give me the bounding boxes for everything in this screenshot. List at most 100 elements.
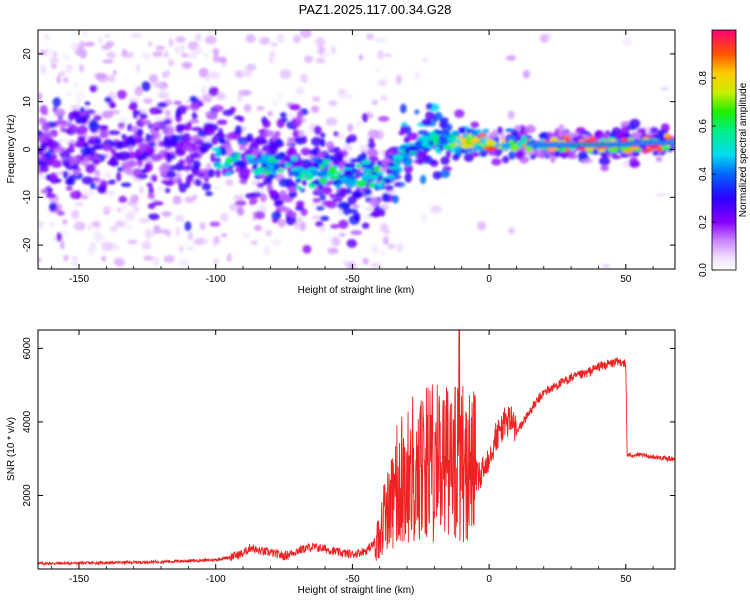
spectrogram-noise-cell bbox=[91, 220, 102, 228]
spectrogram-noise-cell bbox=[254, 224, 262, 232]
spectrogram-band-cell bbox=[45, 151, 52, 161]
spectrogram-noise-cell bbox=[216, 92, 226, 101]
spectrogram-band-cell bbox=[287, 137, 293, 146]
spectrogram-noise-cell bbox=[164, 109, 171, 117]
spectrogram-noise-cell bbox=[365, 206, 374, 212]
spectrogram-noise-cell bbox=[233, 194, 245, 200]
spectrogram-noise-cell bbox=[179, 245, 184, 253]
spectrogram-noise-cell bbox=[127, 239, 138, 245]
spectrogram-noise-cell bbox=[379, 250, 385, 256]
spectrogram-band-cell bbox=[84, 101, 91, 106]
spectrogram-noise-cell bbox=[299, 221, 306, 232]
spectrogram-core-cell bbox=[276, 168, 285, 173]
spectrogram-band-cell bbox=[138, 143, 145, 153]
spectrogram-band-cell bbox=[454, 109, 465, 118]
spectrogram-band-cell bbox=[149, 107, 162, 115]
spectrogram-noise-cell bbox=[186, 51, 199, 60]
spectrogram-band-cell bbox=[278, 178, 290, 187]
spectrogram-band-cell bbox=[59, 151, 71, 158]
spectrogram-core-cell bbox=[664, 136, 673, 141]
spectrogram-core-cell bbox=[247, 160, 258, 165]
snr-panel: -150 -100 -50 0 50 2000 4000 6000 Height of st… bbox=[6, 329, 676, 596]
spectrogram-x-tick-label: 50 bbox=[620, 274, 632, 285]
spectrogram-band-cell bbox=[399, 103, 407, 114]
spectrogram-band-cell bbox=[326, 200, 338, 209]
spectrogram-core-cell bbox=[483, 146, 489, 150]
spectrogram-noise-cell bbox=[87, 245, 96, 256]
spectrogram-noise-cell bbox=[38, 257, 42, 263]
spectrogram-noise-cell bbox=[195, 33, 202, 42]
spectrogram-noise-cell bbox=[382, 235, 389, 245]
spectrogram-core-cell bbox=[507, 135, 517, 142]
spectrogram-noise-cell bbox=[358, 54, 364, 61]
spectrogram-noise-cell bbox=[327, 247, 339, 255]
spectrogram-noise-cell bbox=[243, 103, 252, 113]
spectrogram-band-cell bbox=[296, 110, 304, 119]
spectrogram-band-cell bbox=[144, 162, 153, 172]
spectrogram-band-cell bbox=[611, 155, 622, 160]
spectrogram-noise-cell bbox=[163, 255, 175, 263]
spectrogram-noise-cell bbox=[155, 45, 166, 51]
spectrogram-band-cell bbox=[419, 174, 427, 185]
spectrogram-noise-cell bbox=[164, 50, 169, 59]
spectrogram-noise-cell bbox=[152, 256, 160, 267]
spectrogram-band-cell bbox=[368, 155, 379, 163]
spectrogram-noise-cell bbox=[265, 229, 273, 237]
spectrogram-band-cell bbox=[470, 121, 480, 129]
spectrogram-core-cell bbox=[318, 178, 328, 184]
spectrogram-band-cell bbox=[432, 171, 442, 180]
spectrogram-noise-cell bbox=[371, 99, 378, 106]
spectrogram-band-cell bbox=[107, 159, 118, 166]
spectrogram-noise-cell bbox=[300, 30, 312, 39]
spectrogram-band-cell bbox=[421, 119, 433, 126]
spectrogram-band-cell bbox=[369, 197, 380, 208]
spectrogram-band-cell bbox=[508, 150, 516, 160]
spectrogram-band-cell bbox=[56, 232, 63, 242]
spectrogram-noise-cell bbox=[114, 260, 125, 267]
spectrogram-band-cell bbox=[279, 112, 288, 118]
spectrogram-core-cell bbox=[273, 163, 280, 170]
spectrogram-band-cell bbox=[132, 109, 139, 119]
spectrogram-noise-cell bbox=[143, 97, 153, 104]
spectrogram-noise-cell bbox=[52, 51, 58, 57]
spectrogram-ridge-core bbox=[672, 141, 675, 144]
spectrogram-band-cell bbox=[222, 109, 234, 116]
spectrogram-band-cell bbox=[320, 138, 326, 148]
spectrogram-noise-cell bbox=[377, 49, 384, 60]
spectrogram-band-cell bbox=[86, 111, 94, 116]
spectrogram-x-tick-label: 0 bbox=[486, 274, 492, 285]
spectrogram-core-cell bbox=[225, 171, 232, 177]
spectrogram-band-cell bbox=[423, 155, 431, 162]
spectrogram-band-cell bbox=[256, 182, 265, 189]
spectrogram-core-cell bbox=[293, 171, 300, 177]
spectrogram-band-cell bbox=[114, 141, 124, 150]
spectrogram-x-ticks: -150 -100 -50 0 50 bbox=[51, 30, 654, 285]
spectrogram-noise-cell bbox=[49, 221, 55, 229]
spectrogram-band-cell bbox=[238, 146, 247, 151]
spectrogram-core-cell bbox=[273, 156, 284, 161]
spectrogram-band-cell bbox=[234, 125, 243, 136]
spectrogram-band-cell bbox=[107, 179, 116, 185]
spectrogram-noise-cell bbox=[70, 105, 75, 110]
colorbar-tick-label: 0.2 bbox=[698, 215, 709, 229]
spectrogram-band-cell bbox=[361, 222, 370, 229]
spectrogram-band-cell bbox=[538, 133, 548, 139]
spectrogram-band-cell bbox=[290, 117, 302, 128]
spectrogram-band-cell bbox=[246, 133, 254, 142]
spectrogram-band-cell bbox=[87, 139, 97, 145]
spectrogram-band-cell bbox=[287, 146, 297, 155]
spectrogram-band-cell bbox=[98, 132, 109, 139]
spectrogram-noise-cell bbox=[342, 144, 353, 152]
spectrogram-noise-cell bbox=[601, 264, 610, 269]
spectrogram-noise-cell bbox=[277, 92, 283, 102]
spectrogram-noise-cell bbox=[422, 56, 429, 63]
spectrogram-band-cell bbox=[195, 178, 201, 187]
spectrogram-band-cell bbox=[268, 141, 280, 151]
spectrogram-band-cell bbox=[181, 144, 191, 152]
spectrogram-core-cell bbox=[434, 130, 446, 135]
spectrogram-noise-cell bbox=[102, 207, 114, 212]
spectrogram-band-cell bbox=[49, 202, 58, 211]
spectrogram-band-cell bbox=[250, 191, 263, 198]
spectrogram-noise-cell bbox=[395, 242, 404, 253]
spectrogram-core-cell bbox=[295, 178, 302, 183]
